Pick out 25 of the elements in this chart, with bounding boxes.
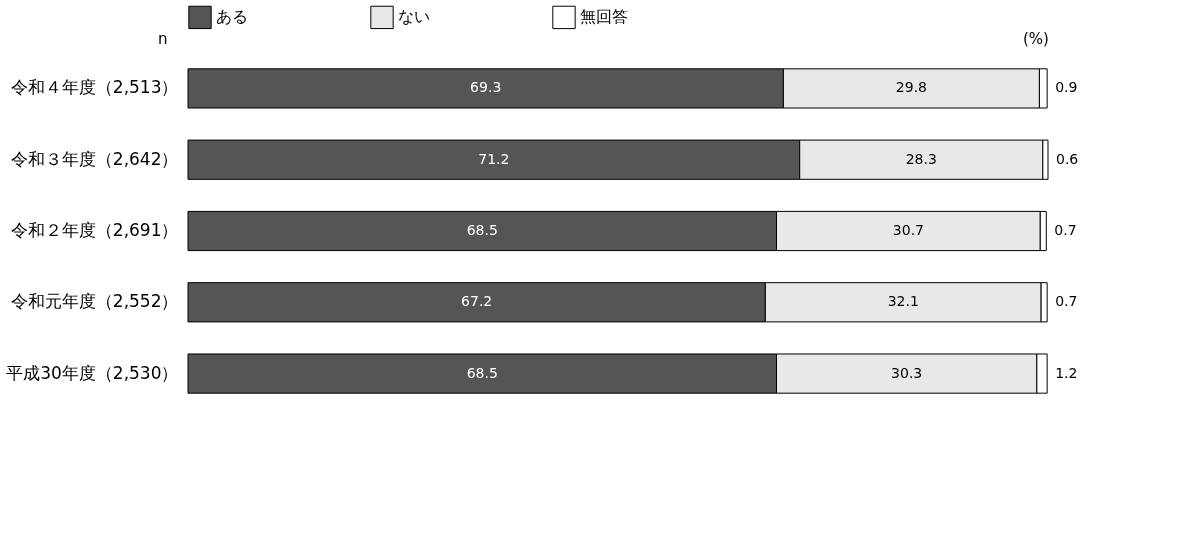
y-tick-label: 令和４年度（2,513）	[10, 77, 179, 98]
data-label: 1.2	[1055, 364, 1078, 381]
data-label: 30.3	[891, 364, 923, 381]
legend-label: ある	[216, 7, 248, 27]
y-tick-label: 平成30年度（2,530）	[6, 362, 179, 383]
data-label: 67.2	[461, 293, 493, 310]
data-label: 0.6	[1056, 150, 1079, 167]
data-label: 0.9	[1055, 79, 1078, 96]
data-label: 69.3	[470, 79, 502, 96]
data-label: 68.5	[466, 364, 498, 381]
data-label: 0.7	[1054, 222, 1077, 238]
y-tick-label: 令和２年度（2,691）	[10, 220, 179, 240]
data-label: 68.5	[466, 222, 498, 238]
y-tick-label: 令和３年度（2,642）	[10, 148, 179, 169]
legend-label: ない	[398, 7, 430, 27]
data-label: 28.3	[905, 150, 937, 167]
y-tick-label: 令和元年度（2,552）	[10, 291, 179, 312]
text: (%)	[1023, 30, 1049, 48]
data-label: 0.7	[1055, 293, 1078, 310]
data-label: 71.2	[478, 150, 510, 167]
data-label: 32.1	[887, 293, 919, 310]
text: n	[158, 30, 168, 48]
data-label: 29.8	[895, 79, 927, 96]
legend-label: 無回答	[580, 7, 628, 27]
data-label: 30.7	[892, 222, 924, 238]
